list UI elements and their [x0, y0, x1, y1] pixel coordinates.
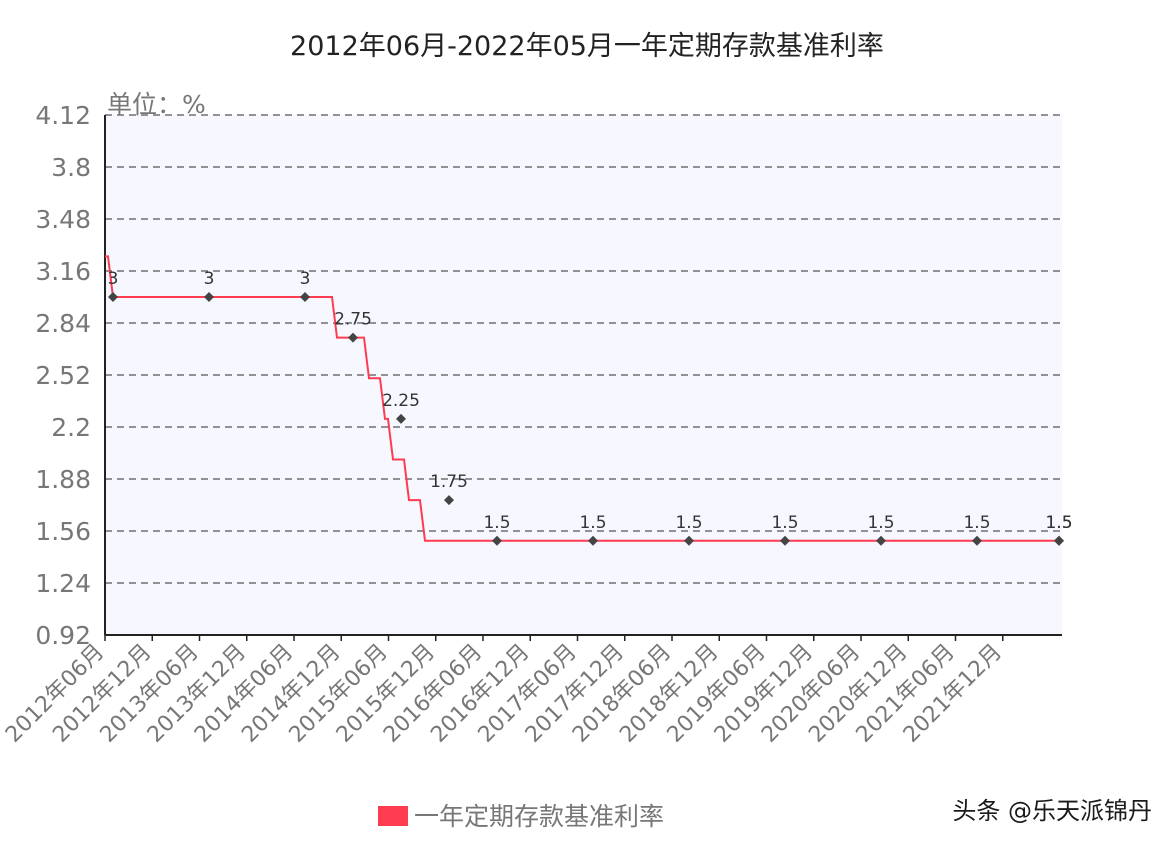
- unit-label: 单位：%: [107, 90, 206, 119]
- y-tick-label: 3.48: [35, 205, 91, 234]
- data-label: 3: [300, 269, 311, 289]
- data-point: [396, 413, 406, 424]
- data-point: [108, 292, 118, 302]
- y-tick-label: 2.84: [35, 309, 91, 338]
- legend-swatch: [378, 806, 408, 826]
- data-label: 1.5: [579, 513, 606, 533]
- data-point: [780, 535, 790, 546]
- data-point: [876, 535, 886, 546]
- data-label: 3: [108, 269, 119, 289]
- data-point: [588, 535, 598, 546]
- data-point: [972, 535, 982, 546]
- y-tick-label: 2.52: [35, 361, 91, 390]
- data-label: 1.5: [675, 513, 702, 533]
- y-tick-label: 3.16: [35, 257, 91, 286]
- watermark: 头条 @乐天派锦丹: [952, 797, 1152, 825]
- data-point: [204, 292, 214, 302]
- legend-label: 一年定期存款基准利率: [414, 802, 664, 831]
- data-point: [348, 332, 358, 343]
- series-line: [105, 255, 1057, 542]
- y-tick-label: 1.24: [35, 569, 91, 598]
- data-label: 1.5: [771, 513, 798, 533]
- data-label: 1.5: [1045, 513, 1072, 533]
- data-label: 1.5: [1045, 513, 1072, 533]
- data-point: [444, 495, 454, 506]
- y-tick-label: 2.2: [51, 413, 91, 442]
- data-point: [492, 535, 502, 546]
- data-label: 1.5: [483, 513, 510, 533]
- data-label: 1.5: [867, 513, 894, 533]
- y-tick-label: 3.8: [51, 153, 91, 182]
- data-label: 2.25: [382, 391, 420, 411]
- plot-background: [105, 115, 1062, 635]
- data-point: [300, 292, 310, 302]
- chart-title: 2012年06月-2022年05月一年定期存款基准利率: [290, 31, 884, 62]
- data-point: [1054, 535, 1064, 546]
- data-label: 1.75: [430, 472, 468, 492]
- y-tick-label: 4.12: [35, 101, 91, 130]
- y-tick-label: 1.56: [35, 517, 91, 546]
- y-tick-label: 1.88: [35, 465, 91, 494]
- data-label: 3: [204, 269, 215, 289]
- data-label: 1.5: [963, 513, 990, 533]
- data-label: 2.75: [334, 310, 372, 330]
- data-point: [684, 535, 694, 546]
- y-tick-label: 0.92: [35, 621, 91, 650]
